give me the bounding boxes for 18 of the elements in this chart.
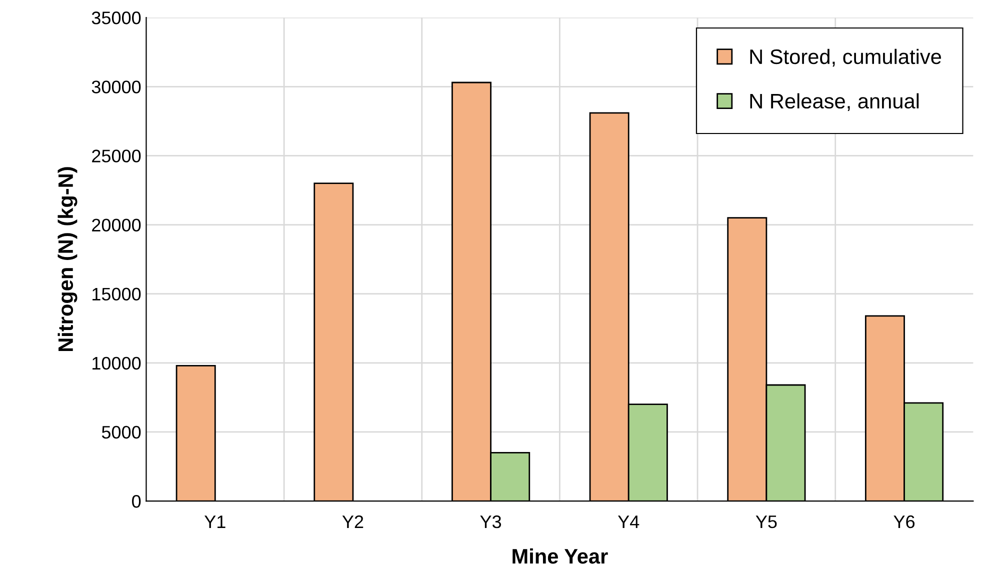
y-tick-label: 0 xyxy=(132,494,141,508)
x-tick-label: Y4 xyxy=(618,516,640,528)
y-tick-label: 10000 xyxy=(92,356,141,370)
y-tick-label: 5000 xyxy=(102,426,141,439)
y-tick-label: 35000 xyxy=(92,12,141,24)
legend-label: N Stored, cumulative xyxy=(750,48,942,67)
x-tick-label: Y2 xyxy=(342,515,364,528)
y-tick-label: 25000 xyxy=(92,150,141,162)
x-axis-title: Mine Year xyxy=(512,548,608,564)
x-tick-label: Y5 xyxy=(756,516,777,528)
x-tick-label: Y6 xyxy=(894,515,915,528)
y-tick-label: 15000 xyxy=(92,288,141,301)
y-tick-label: 30000 xyxy=(92,80,141,94)
x-tick-label: Y1 xyxy=(204,516,226,528)
legend-label: N Release, annual xyxy=(750,93,919,112)
y-tick-label: 20000 xyxy=(92,218,141,232)
x-tick-label: Y3 xyxy=(480,515,502,528)
y-axis-title: Nitrogen (N) (kg-N) xyxy=(58,167,78,352)
